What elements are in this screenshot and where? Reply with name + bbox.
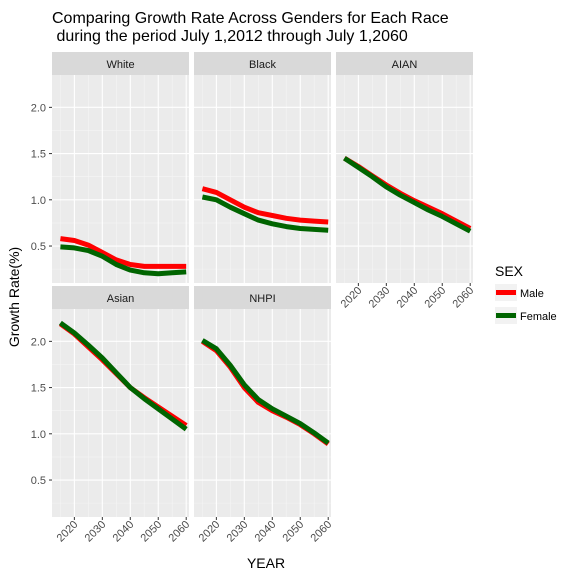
x-tick-label: 2020 [197,519,223,545]
series-line-white-male [60,236,187,269]
facet-strip [194,52,331,75]
facet-strip-label: NHPI [249,293,275,305]
legend-item-male: Male [495,284,544,301]
panel-background [194,75,331,283]
facet-strip [52,52,189,75]
legend-label: Female [520,311,557,323]
x-tick-label: 2040 [111,519,137,545]
legend-title: SEX [495,263,524,279]
legend: SEX Male Female [495,263,557,324]
x-axis-title: YEAR [247,555,285,571]
y-tick-label: 2.0 [31,102,46,114]
facet-strip-label: AIAN [392,59,418,71]
facet-strip-label: Black [249,59,276,71]
series-line-asian-female [58,320,188,432]
x-tick-label: 2060 [309,519,335,545]
panel-background [336,75,473,283]
facet-strip [194,286,331,309]
facet-aian: AIAN 2020 2030 2040 2050 2060 [336,52,476,310]
facet-white: White 0.5 1.0 1.5 2.0 [31,52,189,283]
y-tick-label: 0.5 [31,241,46,253]
y-tick-label: 1.5 [31,383,46,395]
panel-background [194,309,331,517]
x-tick-label: 2030 [367,285,393,311]
x-tick-label: 2030 [225,519,251,545]
y-tick-label: 0.5 [31,475,46,487]
chart-title-line2: during the period July 1,2012 through Ju… [52,28,408,45]
y-tick-label: 1.0 [31,429,46,441]
series-line-aian-female [343,156,472,234]
chart-title-line1: Comparing Growth Rate Across Genders for… [52,10,449,27]
x-tick-label: 2040 [395,285,421,311]
legend-items: Male Female [495,284,557,324]
panel-background [52,75,189,283]
facet-strip [336,52,473,75]
legend-label: Male [520,288,544,300]
facet-black: Black [194,52,331,283]
series-line-black-female [201,194,329,233]
legend-item-female: Female [495,307,557,324]
x-tick-label: 2020 [55,519,81,545]
x-tick-label: 2050 [281,519,307,545]
facet-nhpi: NHPI 2020 2030 2040 2050 2060 [194,286,334,544]
facet-strip-label: Asian [107,293,135,305]
facet-strip [52,286,189,309]
y-tick-label: 2.0 [31,336,46,348]
facet-strip-label: White [106,59,134,71]
x-tick-label: 2050 [423,285,449,311]
x-tick-label: 2030 [83,519,109,545]
series-line-nhpi-female [201,338,330,446]
series-line-black-male [201,186,329,225]
y-axis-title: Growth Rate(%) [6,247,22,347]
x-tick-label: 2020 [339,285,365,311]
y-tick-label: 1.0 [31,195,46,207]
series-line-white-female [60,244,187,277]
x-tick-label: 2060 [451,285,477,311]
x-tick-label: 2050 [139,519,165,545]
y-tick-label: 1.5 [31,149,46,161]
x-tick-label: 2060 [167,519,193,545]
x-tick-label: 2040 [253,519,279,545]
facet-asian: Asian 0.5 1.0 1.5 2.0 2020 2030 2040 2050 2060 [31,286,193,545]
